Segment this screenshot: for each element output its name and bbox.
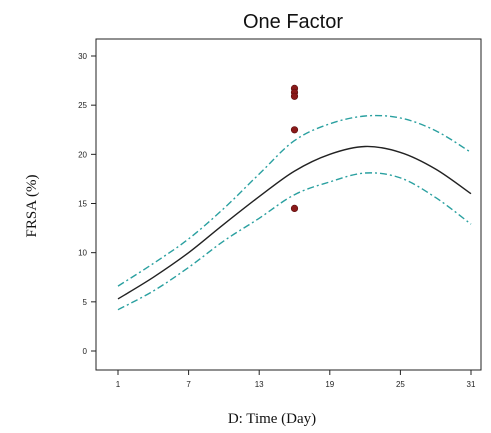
data-point [290,126,299,134]
y-tick-label: 15 [78,200,87,209]
x-axis: 1 7 13 19 25 31 [116,370,476,389]
y-axis-label: FRSA (%) [24,175,40,238]
x-tick-label: 31 [467,380,476,389]
x-tick-label: 19 [325,380,334,389]
y-tick-label: 25 [78,101,87,110]
y-tick-label: 0 [83,347,88,356]
series-line-lower-confidence [117,172,472,311]
data-point [290,204,299,212]
x-tick-label: 7 [186,380,191,389]
y-tick-label: 5 [83,298,88,307]
y-tick-label: 20 [78,150,87,159]
y-tick-label: 10 [78,249,87,258]
data-points [290,84,299,212]
series-line-fit [117,145,472,300]
chart-title: One Factor [243,11,343,33]
x-axis-label: D: Time (Day) [228,411,316,427]
series-line-upper-confidence [117,114,472,287]
plot-frame [95,38,482,371]
x-tick-label: 25 [396,380,405,389]
data-point [290,92,299,100]
y-tick-label: 30 [78,52,87,61]
series-lines [117,114,472,311]
y-axis: 0 5 10 15 20 25 30 [78,52,96,356]
x-tick-label: 13 [255,380,264,389]
x-tick-label: 1 [116,380,121,389]
